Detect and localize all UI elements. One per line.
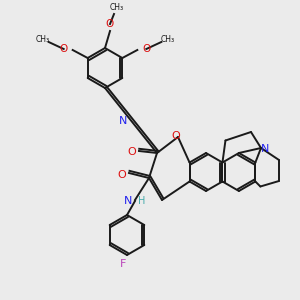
Text: H: H [138,196,146,206]
Text: O: O [128,147,136,157]
Text: F: F [120,259,126,269]
Text: O: O [60,44,68,54]
Text: N: N [124,196,132,206]
Text: CH₃: CH₃ [160,34,174,43]
Text: CH₃: CH₃ [110,2,124,11]
Text: O: O [106,19,114,29]
Text: CH₃: CH₃ [36,34,50,43]
Text: N: N [119,116,127,125]
Text: O: O [142,44,150,54]
Text: N: N [261,144,269,154]
Text: O: O [172,131,180,141]
Text: O: O [118,170,126,180]
